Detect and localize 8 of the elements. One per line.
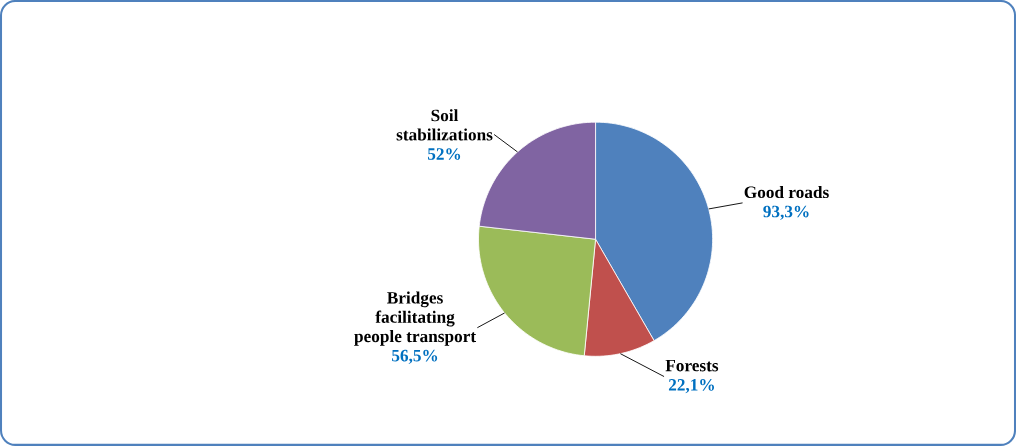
data-label: 93,3% xyxy=(763,205,809,220)
slice-label: Good roads xyxy=(744,185,829,199)
data-label: 22,1% xyxy=(668,379,715,394)
slice-label: Bridges facilitating people transport xyxy=(354,291,477,346)
data-label: 56,5% xyxy=(392,349,438,364)
data-label: 52% xyxy=(427,148,461,160)
slice-label: Forests xyxy=(665,359,719,372)
slice-label: Soil stabilizations xyxy=(396,109,493,141)
